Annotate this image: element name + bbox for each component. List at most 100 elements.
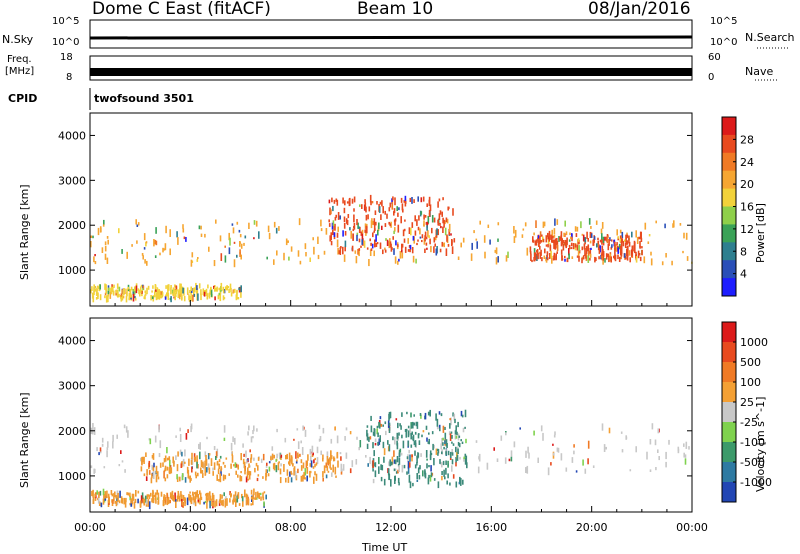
power-cell: [392, 196, 394, 201]
velocity-cell: [413, 414, 415, 417]
power-cell: [393, 208, 396, 214]
velocity-cell: [430, 465, 432, 472]
velocity-cell: [192, 494, 195, 501]
power-cell: [390, 246, 393, 252]
velocity-cell: [409, 481, 412, 489]
velocity-cell: [425, 425, 428, 430]
velocity-cell: [242, 458, 245, 465]
power-cell: [411, 247, 414, 254]
power-cell: [624, 242, 627, 248]
velocity-cell: [253, 457, 255, 461]
power-cell: [426, 203, 428, 207]
velocity-cell: [416, 462, 418, 466]
power-cell: [568, 248, 570, 256]
velocity-cell: [179, 449, 182, 455]
velocity-cell: [388, 422, 391, 427]
velocity-cell: [323, 465, 326, 474]
velocity-cell: [146, 500, 148, 505]
power-cell: [533, 252, 536, 259]
power-cell: [150, 295, 152, 301]
velocity-cell: [166, 495, 169, 502]
velocity-cell: [166, 447, 168, 454]
power-cell: [551, 229, 553, 237]
power-cell: [197, 293, 199, 301]
power-cell: [112, 286, 114, 293]
velocity-cell: [222, 461, 225, 465]
power-cell: [604, 236, 606, 241]
power-cell: [522, 228, 525, 231]
velocity-cell: [258, 492, 260, 499]
power-cell: [98, 286, 100, 289]
velocity-cell: [437, 481, 440, 489]
power-cell: [156, 287, 159, 295]
velocity-cell: [500, 435, 503, 441]
velocity-cell: [260, 496, 262, 501]
velocity-cell: [359, 440, 362, 448]
velocity-cell: [444, 426, 446, 430]
velocity-cell: [229, 498, 231, 503]
power-cell: [164, 243, 167, 251]
velocity-cell: [180, 463, 183, 468]
velocity-cell: [407, 425, 410, 429]
velocity-cell: [223, 437, 226, 441]
power-cell: [353, 196, 356, 203]
velocity-cell: [175, 500, 177, 508]
power-cell: [596, 243, 598, 248]
power-cell: [548, 253, 551, 259]
velocity-cell: [181, 501, 183, 506]
power-cell: [639, 256, 642, 262]
velocity-cell: [93, 468, 95, 474]
power-cell: [618, 256, 621, 262]
power-cell: [370, 220, 373, 229]
power-cell: [394, 197, 396, 206]
power-cell: [564, 242, 566, 245]
velocity-cell: [629, 469, 632, 472]
velocity-cell: [246, 471, 249, 478]
velocity-cell: [179, 434, 182, 442]
velocity-cell: [244, 489, 246, 498]
power-cell: [584, 248, 586, 256]
power-cell: [297, 250, 300, 257]
velocity-cell: [449, 433, 452, 441]
velocity-cell: [224, 474, 227, 480]
velocity-cell: [196, 491, 198, 497]
velocity-cell: [372, 460, 374, 468]
velocity-cell: [452, 443, 455, 446]
velocity-cell: [181, 473, 184, 480]
power-cell: [600, 228, 603, 234]
velocity-cell: [197, 494, 199, 500]
power-cell: [570, 247, 573, 250]
power-cell: [223, 289, 226, 294]
power-cell: [192, 294, 194, 302]
velocity-cell: [382, 441, 385, 449]
nsky-label: N.Sky: [2, 33, 34, 46]
velocity-cell: [230, 463, 232, 469]
velocity-cell: [428, 465, 430, 468]
power-cell: [358, 238, 361, 243]
velocity-cell: [438, 424, 441, 430]
power-cell: [141, 291, 143, 294]
velocity-cell: [296, 459, 298, 462]
power-cell: [155, 240, 158, 246]
power-cell: [155, 294, 158, 301]
power-cell: [440, 226, 442, 229]
power-cell: [484, 251, 486, 259]
velocity-cell: [349, 468, 352, 474]
velocity-cell: [309, 463, 312, 467]
power-cell: [560, 249, 563, 255]
velocity-cell: [104, 494, 106, 499]
velocity-cell: [219, 455, 222, 459]
power-cell: [403, 238, 406, 243]
power-cell: [423, 214, 425, 220]
power-cell: [564, 220, 566, 227]
power-cell: [378, 206, 381, 213]
velocity-cell: [243, 461, 246, 469]
velocity-cell: [101, 437, 104, 443]
velocity-cell: [248, 425, 250, 431]
power-cell: [615, 245, 617, 252]
power-cell: [620, 239, 623, 247]
power-cell: [584, 237, 587, 243]
velocity-cell: [575, 470, 578, 473]
power-cell: [361, 229, 364, 234]
velocity-cell: [394, 468, 397, 471]
